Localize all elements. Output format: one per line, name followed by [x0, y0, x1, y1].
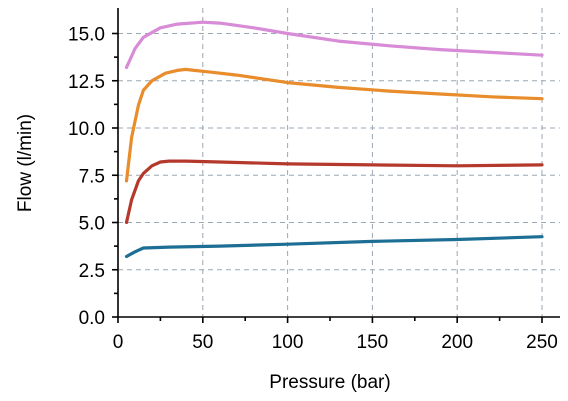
- axes: [117, 8, 560, 318]
- x-tick-label: 200: [441, 332, 473, 353]
- y-tick-label: 7.5: [79, 166, 105, 187]
- y-tick-label: 10.0: [68, 119, 105, 140]
- series: [124, 20, 544, 259]
- y-tick-label: 0.0: [79, 308, 105, 329]
- series-line-2: [124, 67, 544, 183]
- grid: [118, 8, 560, 317]
- x-tick-label: 50: [192, 332, 213, 353]
- y-axis-title: Flow (l/min): [15, 114, 36, 212]
- x-tick-label: 100: [272, 332, 304, 353]
- x-tick-label: 0: [113, 332, 124, 353]
- y-tick-label: 15.0: [68, 25, 105, 46]
- series-line-4: [124, 235, 544, 259]
- y-tick-label: 12.5: [68, 72, 105, 93]
- x-tick-label: 250: [526, 332, 558, 353]
- x-axis-title: Pressure (bar): [269, 372, 390, 393]
- series-line-1: [124, 20, 544, 70]
- y-tick-label: 2.5: [79, 261, 105, 282]
- x-tick-label: 150: [357, 332, 389, 353]
- y-tick-label: 5.0: [79, 214, 105, 235]
- ticks: 0 50 100 150 200 250 0.0 2.5 5.0 7.5 10.0 12.5 15.0: [68, 25, 558, 354]
- series-line-3: [124, 159, 544, 225]
